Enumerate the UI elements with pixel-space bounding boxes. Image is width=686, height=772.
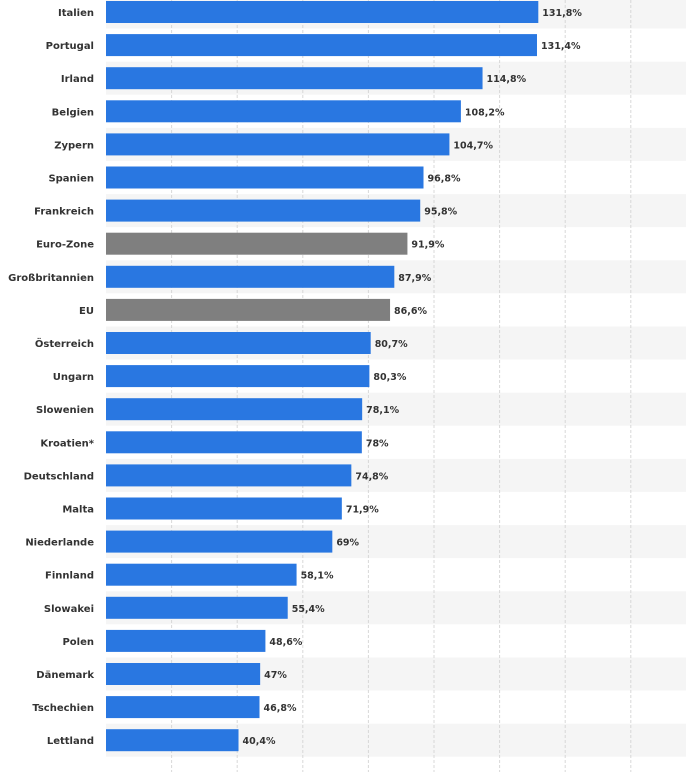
value-label: 96,8% [428, 174, 461, 185]
bar-0[interactable] [106, 1, 539, 23]
value-label: 78% [366, 438, 389, 449]
value-label: 95,8% [424, 207, 457, 218]
bar-14[interactable] [106, 464, 352, 487]
bar-7[interactable] [106, 232, 408, 255]
value-label: 48,6% [269, 637, 302, 648]
bar-9[interactable] [106, 298, 391, 321]
value-label: 69% [336, 538, 359, 549]
category-label: Polen [62, 637, 94, 648]
value-label: 47% [264, 670, 287, 681]
value-label: 55,4% [292, 604, 325, 615]
bar-21[interactable] [106, 696, 260, 719]
category-label: Malta [62, 505, 94, 516]
value-labels: 131,8% 131,4% 114,8% 108,2% 104,7% 96,8% 95,8%… [243, 8, 583, 747]
category-label: Spanien [48, 174, 94, 185]
bar-11[interactable] [106, 365, 370, 388]
value-label: 74,8% [355, 471, 388, 482]
value-label: 108,2% [465, 107, 505, 118]
bar-5[interactable] [106, 166, 424, 189]
value-label: 114,8% [487, 74, 527, 85]
value-label: 78,1% [366, 405, 399, 416]
value-label: 40,4% [243, 736, 276, 747]
bar-3[interactable] [106, 100, 461, 123]
category-label: Euro-Zone [36, 240, 94, 251]
value-label: 80,7% [375, 339, 408, 350]
category-label: Slowakei [44, 604, 94, 615]
category-label: EU [79, 306, 94, 317]
category-label: Zypern [54, 140, 94, 151]
bar-15[interactable] [106, 497, 342, 520]
bar-16[interactable] [106, 530, 333, 553]
bars [106, 1, 539, 752]
bar-18[interactable] [106, 596, 288, 619]
bar-6[interactable] [106, 199, 421, 222]
category-label: Portugal [46, 41, 94, 52]
category-label: Irland [61, 74, 94, 85]
category-label: Großbritannien [8, 273, 94, 284]
bar-17[interactable] [106, 563, 297, 586]
bar-2[interactable] [106, 67, 483, 90]
value-label: 71,9% [346, 505, 379, 516]
bar-13[interactable] [106, 431, 362, 454]
category-label: Deutschland [24, 471, 94, 482]
bar-10[interactable] [106, 332, 371, 354]
category-label: Dänemark [36, 670, 94, 681]
bar-1[interactable] [106, 34, 537, 57]
category-label: Lettland [47, 736, 94, 747]
category-label: Kroatien* [40, 438, 94, 449]
value-label: 87,9% [398, 273, 431, 284]
value-label: 104,7% [453, 140, 493, 151]
value-label: 86,6% [394, 306, 427, 317]
value-label: 131,4% [541, 41, 581, 52]
bar-22[interactable] [106, 729, 239, 752]
bar-8[interactable] [106, 265, 395, 288]
value-label: 58,1% [301, 571, 334, 582]
category-label: Niederlande [25, 538, 94, 549]
category-labels: Italien Portugal Irland Belgien Zypern Spanie… [8, 8, 95, 747]
value-label: 46,8% [264, 703, 297, 714]
category-label: Tschechien [32, 703, 94, 714]
category-label: Frankreich [34, 207, 94, 218]
category-label: Österreich [35, 336, 94, 350]
value-label: 80,3% [373, 372, 406, 383]
value-label: 131,8% [542, 8, 582, 19]
bar-4[interactable] [106, 133, 450, 156]
category-label: Belgien [52, 107, 94, 118]
bar-20[interactable] [106, 663, 261, 685]
category-label: Italien [58, 8, 94, 19]
bar-12[interactable] [106, 398, 363, 421]
category-label: Finnland [45, 571, 94, 582]
category-label: Ungarn [53, 372, 94, 383]
bar-19[interactable] [106, 629, 266, 652]
category-label: Slowenien [36, 405, 94, 416]
value-label: 91,9% [411, 240, 444, 251]
